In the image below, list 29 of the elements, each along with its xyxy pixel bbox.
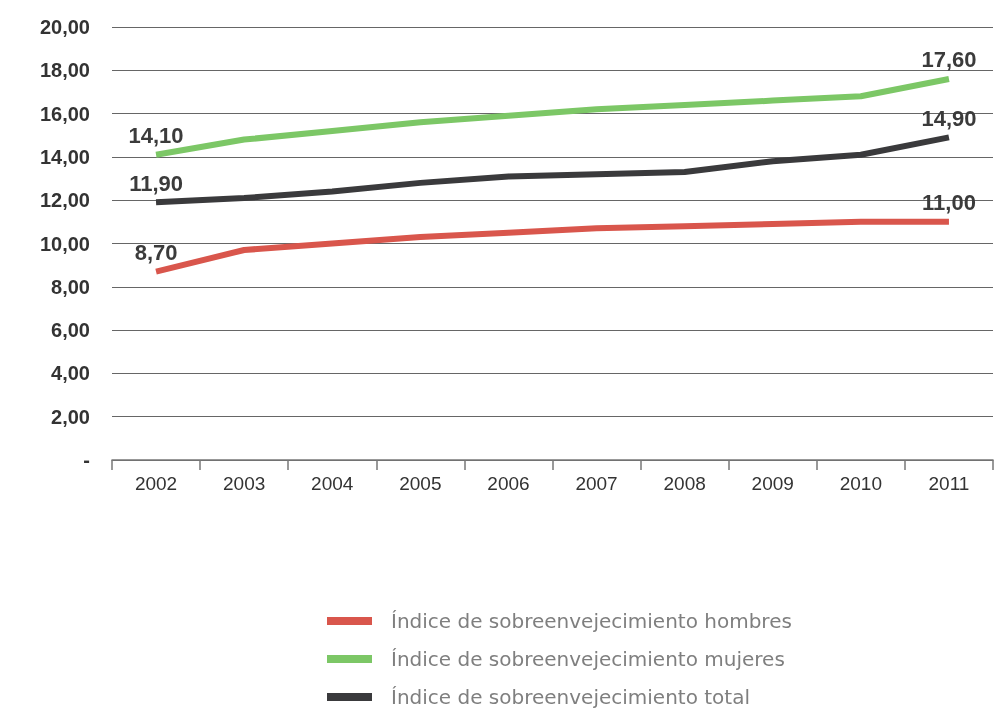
y-tick-label: 6,00 xyxy=(51,319,90,342)
x-tick-label: 2004 xyxy=(311,473,354,494)
y-tick-label: 20,00 xyxy=(39,16,90,38)
x-tick-label: 2010 xyxy=(839,473,882,494)
y-tick-label: 14,00 xyxy=(39,145,90,168)
legend-label: Índice de sobreenvejecimiento hombres xyxy=(391,609,792,633)
data-label: 11,90 xyxy=(129,170,183,196)
x-tick-label: 2011 xyxy=(928,473,970,494)
legend-label: Índice de sobreenvejecimiento mujeres xyxy=(391,647,785,671)
legend-label: Índice de sobreenvejecimiento total xyxy=(391,685,751,709)
y-tick-label: 10,00 xyxy=(39,232,90,255)
data-label: 17,60 xyxy=(921,47,977,73)
data-label: 8,70 xyxy=(134,240,178,266)
x-tick-label: 2005 xyxy=(399,473,442,494)
x-tick-label: 2006 xyxy=(487,473,530,494)
data-label: 14,90 xyxy=(921,105,977,131)
y-tick-label: 2,00 xyxy=(51,405,90,428)
x-tick-label: 2009 xyxy=(751,473,794,494)
x-tick-label: 2008 xyxy=(663,473,706,494)
y-tick-label: 18,00 xyxy=(39,59,90,82)
x-tick-label: 2007 xyxy=(575,473,618,494)
x-tick-label: 2002 xyxy=(134,473,178,494)
y-tick-label: 12,00 xyxy=(39,189,90,212)
y-tick-label: - xyxy=(83,449,90,471)
y-tick-label: 4,00 xyxy=(51,362,90,385)
y-tick-label: 16,00 xyxy=(39,102,90,125)
y-tick-label: 8,00 xyxy=(51,275,90,298)
data-label: 14,10 xyxy=(128,123,184,149)
x-tick-label: 2003 xyxy=(223,473,266,494)
